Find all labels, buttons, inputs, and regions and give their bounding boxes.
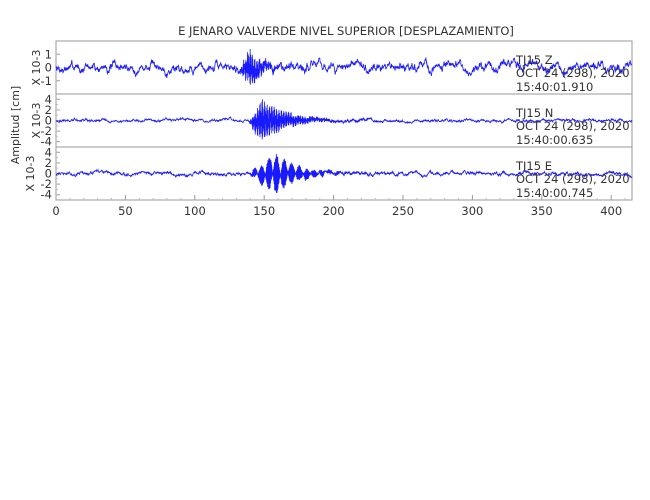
x-tick-label: 350: [531, 204, 553, 218]
x-tick-label: 100: [184, 204, 206, 218]
x-tick-label: 300: [461, 204, 483, 218]
y-tick-label: 4: [45, 145, 52, 159]
chart-title: E JENARO VALVERDE NIVEL SUPERIOR [DESPLA…: [178, 24, 514, 38]
panel-ylabel: X 10-3: [30, 103, 43, 139]
waveform-trace-z: [55, 48, 633, 85]
x-tick-label: 150: [253, 204, 275, 218]
waveform-trace-n: [55, 99, 633, 140]
y-tick-label: -4: [41, 135, 52, 149]
date-label: OCT 24 (298), 2020: [516, 172, 630, 186]
x-axis: 0 50 100 150 200 250 300 350 400: [52, 195, 626, 218]
y-tick-label: -2: [41, 177, 52, 191]
time-label: 15:40:00.745: [516, 186, 593, 200]
y-tick-label: -1: [41, 74, 52, 88]
x-tick-label: 200: [323, 204, 345, 218]
y-tick-label: 2: [45, 103, 52, 117]
global-ylabel: Amplitud [cm]: [9, 86, 22, 164]
time-label: 15:40:00.635: [516, 133, 593, 147]
date-label: OCT 24 (298), 2020: [516, 119, 630, 133]
x-tick-label: 250: [392, 204, 414, 218]
y-tick-label: -2: [41, 124, 52, 138]
y-tick-label: -4: [41, 188, 52, 202]
y-tick-label: 1: [45, 47, 52, 61]
panel-ylabel: X 10-3: [30, 50, 43, 86]
time-label: 15:40:01.910: [516, 80, 593, 94]
y-tick-label: 0: [45, 114, 52, 128]
y-tick-label: 4: [45, 92, 52, 106]
station-label: TJ15 N: [515, 106, 553, 120]
y-tick-label: 0: [45, 167, 52, 181]
x-tick-label: 50: [118, 204, 133, 218]
waveform-trace-e: [55, 153, 633, 193]
x-tick-label: 0: [52, 204, 59, 218]
x-tick-label: 400: [600, 204, 622, 218]
y-tick-label: 0: [45, 61, 52, 75]
y-tick-label: 2: [45, 156, 52, 170]
station-label: TJ15 E: [515, 159, 552, 173]
station-label: TJ15 Z: [515, 53, 553, 67]
panel-ylabel: X 10-3: [24, 156, 37, 192]
date-label: OCT 24 (298), 2020: [516, 66, 630, 80]
